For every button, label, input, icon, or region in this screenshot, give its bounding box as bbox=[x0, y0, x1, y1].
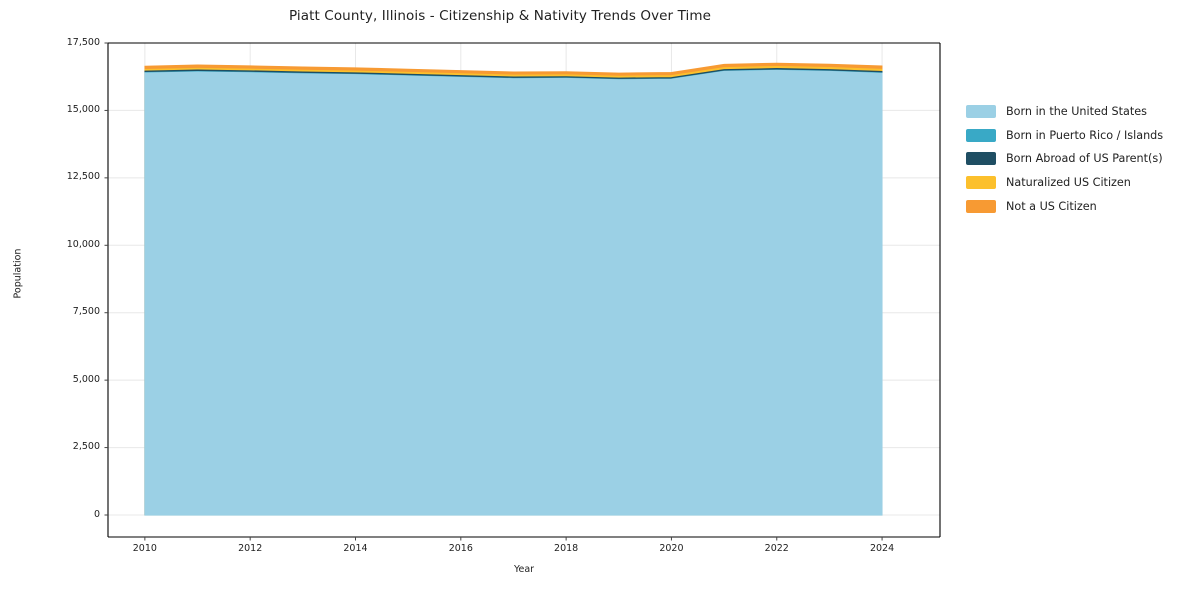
legend-label: Naturalized US Citizen bbox=[1006, 176, 1131, 190]
legend-label: Born in Puerto Rico / Islands bbox=[1006, 128, 1164, 142]
x-tick-label: 2024 bbox=[869, 543, 895, 554]
legend-label: Born in the United States bbox=[1006, 105, 1147, 119]
legend-label: Born Abroad of US Parent(s) bbox=[1006, 152, 1163, 166]
legend-color-swatch bbox=[966, 176, 996, 190]
y-tick-label: 17,500 bbox=[66, 36, 100, 48]
legend-color-swatch bbox=[966, 199, 996, 213]
legend-color-swatch bbox=[966, 128, 996, 142]
x-tick-label: 2022 bbox=[764, 543, 789, 554]
y-tick-label: 12,500 bbox=[66, 171, 100, 183]
x-axis-label: Year bbox=[513, 564, 535, 575]
legend-color-swatch bbox=[966, 105, 996, 119]
tick-marks bbox=[104, 42, 883, 541]
legend-item[interactable]: Naturalized US Citizen bbox=[966, 171, 1181, 195]
chart-title: Piatt County, Illinois - Citizenship & N… bbox=[288, 8, 712, 24]
y-tick-label: 0 bbox=[93, 508, 100, 520]
y-tick-label: 7,500 bbox=[72, 306, 100, 318]
x-tick-label: 2014 bbox=[343, 543, 368, 554]
legend-item[interactable]: Born in Puerto Rico / Islands bbox=[966, 124, 1181, 148]
y-tick-label: 5,000 bbox=[72, 373, 100, 385]
legend-item[interactable]: Born in the United States bbox=[966, 100, 1181, 124]
area-series bbox=[144, 69, 883, 516]
legend-label: Not a US Citizen bbox=[1006, 199, 1097, 213]
legend-color-swatch bbox=[966, 152, 996, 166]
legend-item[interactable]: Born Abroad of US Parent(s) bbox=[966, 147, 1181, 171]
area-series-layers bbox=[144, 62, 883, 516]
y-tick-label: 15,000 bbox=[66, 103, 100, 115]
axis-spines bbox=[107, 42, 941, 538]
x-tick-label: 2016 bbox=[448, 543, 473, 554]
chart-legend: Born in the United States Born in Puerto … bbox=[966, 100, 1181, 218]
y-axis-label: Population bbox=[12, 248, 24, 299]
y-tick-label: 2,500 bbox=[72, 441, 100, 453]
legend-item[interactable]: Not a US Citizen bbox=[966, 194, 1181, 218]
x-tick-label: 2018 bbox=[554, 543, 579, 554]
x-tick-label: 2020 bbox=[659, 543, 684, 554]
x-tick-label: 2012 bbox=[238, 543, 263, 554]
y-tick-label: 10,000 bbox=[66, 238, 100, 250]
x-tick-label: 2010 bbox=[132, 543, 157, 554]
